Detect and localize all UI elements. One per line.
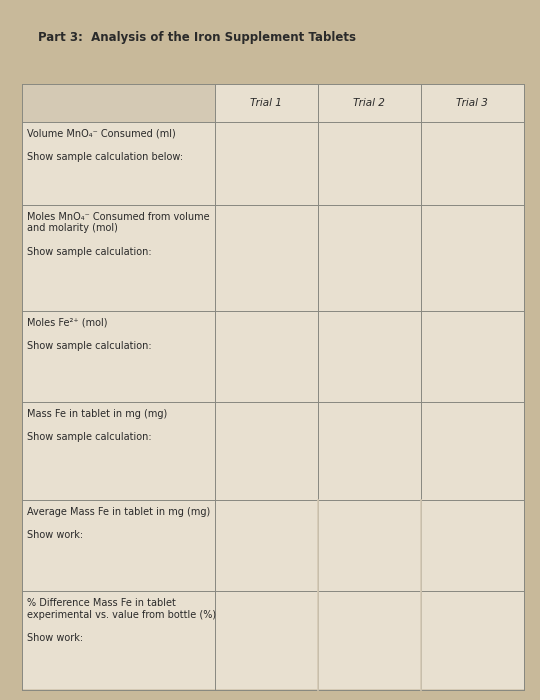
Bar — [421, 402, 524, 500]
Text: Volume MnO₄⁻ Consumed (ml)

Show sample calculation below:: Volume MnO₄⁻ Consumed (ml) Show sample c… — [27, 129, 183, 162]
Text: % Difference Mass Fe in tablet
experimental vs. value from bottle (%)

Show work: % Difference Mass Fe in tablet experimen… — [27, 598, 216, 643]
Bar — [421, 311, 524, 402]
Bar — [22, 122, 215, 205]
Bar — [215, 122, 318, 205]
Bar — [215, 500, 524, 591]
Bar — [215, 402, 318, 500]
Bar — [22, 311, 215, 402]
Bar — [421, 84, 524, 122]
Text: Average Mass Fe in tablet in mg (mg)

Show work:: Average Mass Fe in tablet in mg (mg) Sho… — [27, 508, 210, 540]
Text: Trial 3: Trial 3 — [456, 98, 488, 108]
Bar — [22, 402, 215, 500]
Bar — [22, 84, 524, 690]
Bar — [318, 84, 421, 122]
Text: Moles MnO₄⁻ Consumed from volume
and molarity (mol)

Show sample calculation:: Moles MnO₄⁻ Consumed from volume and mol… — [27, 212, 210, 257]
Bar — [215, 591, 524, 690]
Bar — [22, 500, 215, 591]
Bar — [215, 205, 318, 311]
Text: Part 3:  Analysis of the Iron Supplement Tablets: Part 3: Analysis of the Iron Supplement … — [38, 32, 356, 45]
Bar — [421, 205, 524, 311]
Bar — [318, 311, 421, 402]
Text: Trial 1: Trial 1 — [251, 98, 282, 108]
Text: Mass Fe in tablet in mg (mg)

Show sample calculation:: Mass Fe in tablet in mg (mg) Show sample… — [27, 409, 167, 442]
Bar — [318, 402, 421, 500]
Bar — [318, 122, 421, 205]
Text: Moles Fe²⁺ (mol)

Show sample calculation:: Moles Fe²⁺ (mol) Show sample calculation… — [27, 318, 152, 351]
Bar — [22, 591, 215, 690]
Bar — [421, 122, 524, 205]
Bar — [318, 205, 421, 311]
Bar — [215, 311, 318, 402]
Bar — [22, 205, 215, 311]
Text: Trial 2: Trial 2 — [354, 98, 386, 108]
Bar — [215, 84, 318, 122]
